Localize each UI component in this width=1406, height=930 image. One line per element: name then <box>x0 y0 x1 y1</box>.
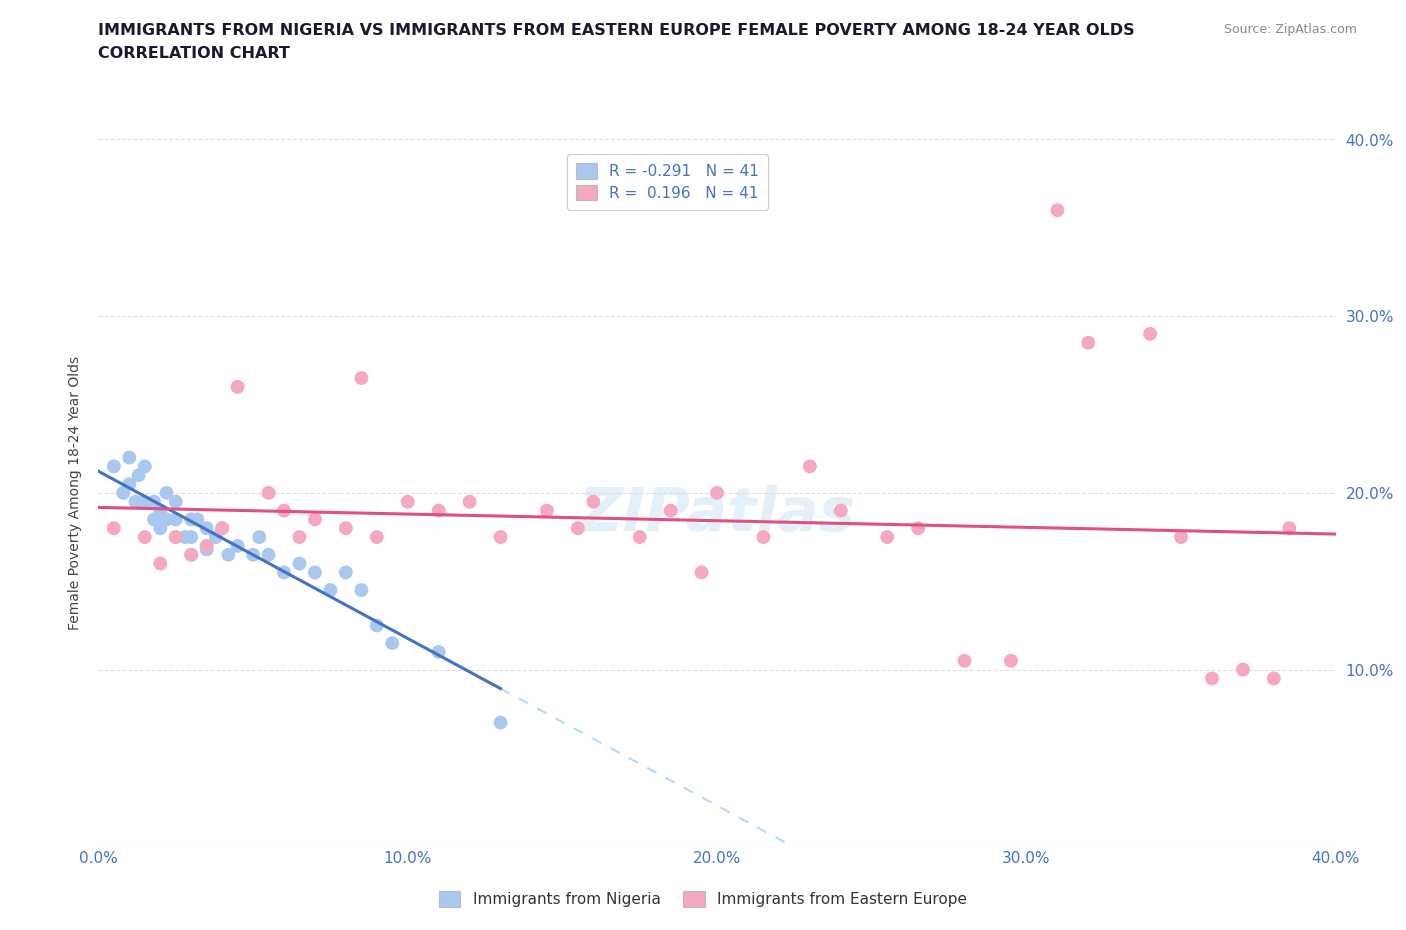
Point <box>180 547 202 562</box>
Point <box>350 371 373 386</box>
Point <box>1170 530 1192 545</box>
Point <box>217 547 239 562</box>
Point <box>427 503 450 518</box>
Point <box>103 459 125 474</box>
Point <box>830 503 852 518</box>
Point <box>247 530 270 545</box>
Point <box>143 495 166 510</box>
Point <box>489 530 512 545</box>
Point <box>288 530 311 545</box>
Point <box>304 512 326 527</box>
Point <box>319 582 342 598</box>
Point <box>876 530 898 545</box>
Point <box>165 495 187 510</box>
Text: ZIPatlas: ZIPatlas <box>578 485 856 544</box>
Point <box>195 538 218 553</box>
Point <box>489 715 512 730</box>
Point <box>381 636 404 651</box>
Point <box>1077 336 1099 351</box>
Point <box>1201 671 1223 686</box>
Point <box>396 495 419 510</box>
Point <box>659 503 682 518</box>
Point <box>907 521 929 536</box>
Point <box>1000 653 1022 668</box>
Point <box>134 530 156 545</box>
Point <box>211 521 233 536</box>
Point <box>752 530 775 545</box>
Point <box>1278 521 1301 536</box>
Text: IMMIGRANTS FROM NIGERIA VS IMMIGRANTS FROM EASTERN EUROPE FEMALE POVERTY AMONG 1: IMMIGRANTS FROM NIGERIA VS IMMIGRANTS FR… <box>98 23 1135 38</box>
Point <box>427 644 450 659</box>
Legend: R = -0.291   N = 41, R =  0.196   N = 41: R = -0.291 N = 41, R = 0.196 N = 41 <box>567 154 769 210</box>
Point <box>165 512 187 527</box>
Point <box>174 530 197 545</box>
Point <box>124 495 146 510</box>
Point <box>1139 326 1161 341</box>
Point <box>128 468 150 483</box>
Point <box>706 485 728 500</box>
Point <box>536 503 558 518</box>
Point <box>118 477 141 492</box>
Point <box>304 565 326 580</box>
Point <box>165 530 187 545</box>
Point <box>458 495 481 510</box>
Point <box>1263 671 1285 686</box>
Point <box>180 530 202 545</box>
Point <box>226 538 249 553</box>
Point <box>799 459 821 474</box>
Point <box>273 503 295 518</box>
Point <box>226 379 249 394</box>
Point <box>335 565 357 580</box>
Legend: Immigrants from Nigeria, Immigrants from Eastern Europe: Immigrants from Nigeria, Immigrants from… <box>433 884 973 913</box>
Point <box>103 521 125 536</box>
Point <box>118 450 141 465</box>
Point <box>112 485 135 500</box>
Point <box>242 547 264 562</box>
Point <box>366 618 388 633</box>
Point <box>149 556 172 571</box>
Point <box>1232 662 1254 677</box>
Point <box>1046 203 1069 218</box>
Point <box>690 565 713 580</box>
Point <box>953 653 976 668</box>
Point <box>257 485 280 500</box>
Point <box>149 521 172 536</box>
Point <box>155 512 177 527</box>
Point <box>350 582 373 598</box>
Point <box>180 512 202 527</box>
Point <box>628 530 651 545</box>
Point <box>155 485 177 500</box>
Point <box>288 556 311 571</box>
Point <box>257 547 280 562</box>
Point <box>366 530 388 545</box>
Point <box>273 565 295 580</box>
Point <box>180 547 202 562</box>
Text: CORRELATION CHART: CORRELATION CHART <box>98 46 290 61</box>
Point <box>205 530 228 545</box>
Point <box>211 521 233 536</box>
Point <box>186 512 208 527</box>
Point <box>582 495 605 510</box>
Text: Source: ZipAtlas.com: Source: ZipAtlas.com <box>1223 23 1357 36</box>
Point <box>165 530 187 545</box>
Point <box>149 503 172 518</box>
Point <box>567 521 589 536</box>
Point <box>134 495 156 510</box>
Point <box>195 521 218 536</box>
Point <box>143 512 166 527</box>
Point <box>335 521 357 536</box>
Y-axis label: Female Poverty Among 18-24 Year Olds: Female Poverty Among 18-24 Year Olds <box>69 356 83 630</box>
Point <box>134 459 156 474</box>
Point <box>195 542 218 557</box>
